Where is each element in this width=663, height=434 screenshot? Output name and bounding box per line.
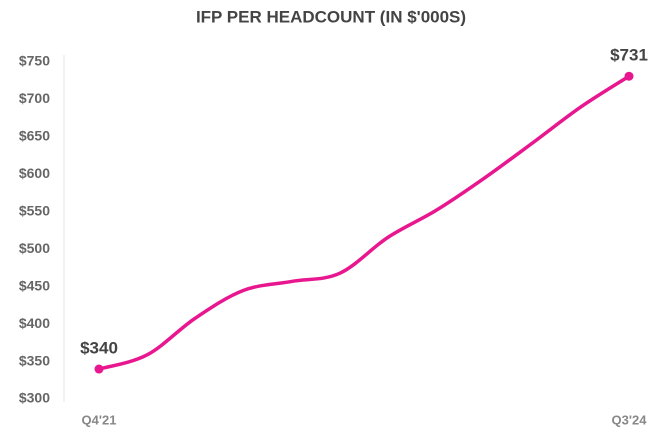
y-tick-label: $600 [19, 165, 50, 181]
value-label: $340 [80, 339, 118, 358]
point [94, 364, 104, 374]
y-tick-label: $500 [19, 240, 50, 256]
y-tick-label: $400 [19, 315, 50, 331]
y-tick-label: $700 [19, 90, 50, 106]
x-tick-label: Q3'24 [612, 412, 648, 427]
chart-title: IFP PER HEADCOUNT (IN $'000S) [196, 7, 466, 26]
x-tick-label: Q4'21 [82, 412, 117, 427]
y-tick-label: $550 [19, 202, 50, 218]
y-tick-label: $450 [19, 277, 50, 293]
y-tick-label: $750 [19, 53, 50, 69]
y-tick-label: $300 [19, 390, 50, 406]
point [624, 71, 634, 81]
y-tick-label: $650 [19, 128, 50, 144]
y-tick-label: $350 [19, 352, 50, 368]
line [97, 74, 631, 371]
value-label: $731 [610, 46, 648, 65]
